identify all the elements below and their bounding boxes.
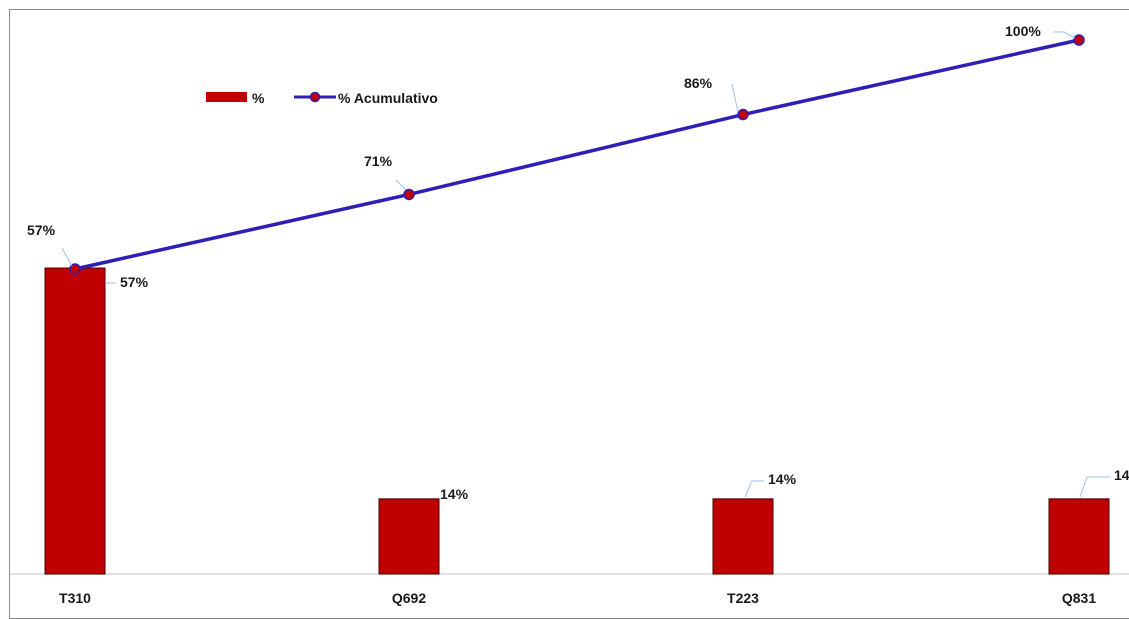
bar-q831	[1048, 498, 1110, 575]
bar-t223	[712, 498, 774, 575]
bar-data-labels: 57% 14% 14% 14%	[105, 274, 1129, 502]
cumulative-data-label-q692: 71%	[364, 153, 393, 169]
x-tick-t223: T223	[727, 590, 759, 606]
cumulative-marker-q831	[1073, 34, 1085, 46]
cumulative-data-label-q831: 100%	[1005, 23, 1041, 39]
x-tick-q831: Q831	[1062, 590, 1096, 606]
legend-line-marker	[309, 91, 321, 103]
cumulative-label-leader-q831	[1053, 31, 1076, 39]
x-tick-labels: T310 Q692 T223 Q831	[59, 590, 1096, 606]
cumulative-marker-t223	[737, 108, 749, 121]
bar-data-label-t223: 14%	[768, 471, 797, 487]
legend-bar-label: %	[252, 90, 265, 106]
chart-frame	[9, 9, 1129, 619]
cumulative-label-leader-q692	[395, 179, 407, 191]
cumulative-data-label-t223: 86%	[684, 75, 713, 91]
bar-data-label-q692: 14%	[440, 486, 469, 502]
legend-line-label: % Acumulativo	[338, 90, 438, 106]
cumulative-label-leader-t310	[61, 247, 73, 267]
cumulative-line	[74, 38, 1080, 271]
cumulative-data-labels: 57% 71% 86% 100%	[27, 23, 1076, 267]
bar-data-label-t310: 57%	[120, 274, 149, 290]
bar-label-leader-t223	[744, 480, 764, 498]
x-tick-t310: T310	[59, 590, 91, 606]
cumulative-label-leader-t223	[731, 83, 739, 113]
bar-q692	[378, 498, 440, 575]
bar-t310	[44, 267, 106, 575]
legend-bar-swatch	[206, 92, 247, 102]
bar-series	[44, 267, 1110, 575]
x-tick-q692: Q692	[392, 590, 426, 606]
cumulative-line-series	[69, 34, 1085, 275]
cumulative-data-label-t310: 57%	[27, 222, 56, 238]
bar-data-label-q831: 14%	[1114, 467, 1129, 483]
bar-label-leader-q831	[1079, 476, 1110, 498]
cumulative-marker-t310	[69, 263, 81, 275]
legend: % % Acumulativo	[206, 90, 438, 106]
cumulative-marker-q692	[403, 188, 415, 201]
